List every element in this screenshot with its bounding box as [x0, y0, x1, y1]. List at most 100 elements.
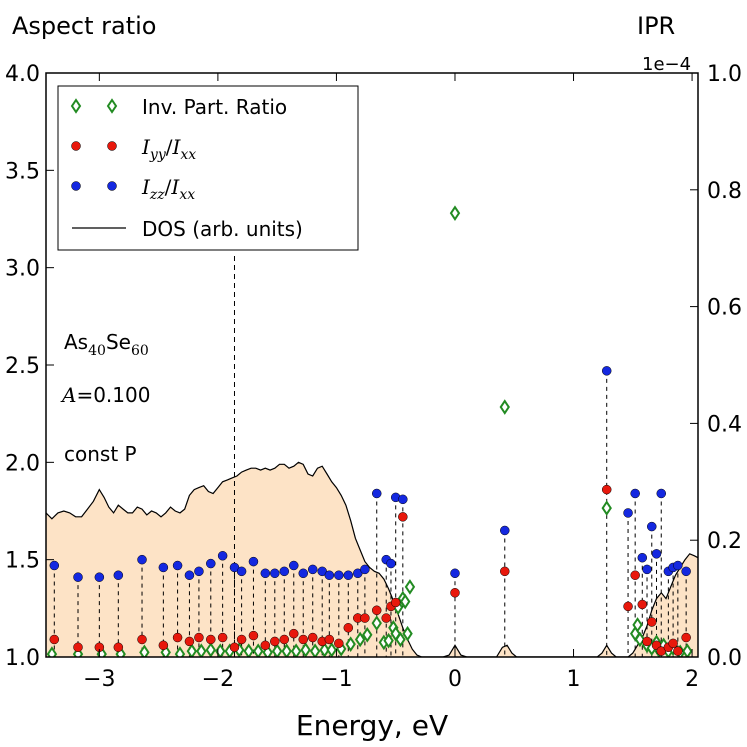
y-right-tick-label: 1.0: [707, 62, 742, 87]
legend-iyy-base: I: [141, 135, 151, 159]
izz-point: [270, 568, 280, 579]
iyy-point: [172, 632, 183, 643]
y-right-tick-label: 0.2: [707, 529, 742, 554]
ipr-point: [186, 643, 198, 657]
izz-point: [184, 570, 195, 580]
izz-point: [158, 562, 169, 573]
izz-point: [647, 521, 657, 532]
ipr-point: [281, 643, 292, 657]
x-axis-label: Energy, eV: [296, 709, 448, 742]
iyy-point: [324, 634, 335, 645]
izz-point: [637, 552, 648, 563]
composition-sub1: 40: [88, 343, 106, 359]
x-tick-label: 0: [448, 667, 462, 692]
legend-ipr-marker: [70, 98, 118, 114]
izz-point: [137, 554, 147, 565]
legend-izz-dot: [107, 181, 117, 191]
izz-point: [172, 560, 183, 571]
izz-point: [113, 570, 124, 580]
composition-label: As40Se60: [64, 330, 149, 359]
izz-point: [450, 568, 460, 579]
ipr-point: [402, 625, 413, 642]
iyy-point: [381, 613, 391, 623]
izz-point: [279, 566, 290, 577]
izz-markers-group: [49, 366, 691, 582]
izz-point: [656, 488, 667, 499]
y-left-tick-label: 3.0: [5, 257, 40, 282]
ipr-point: [46, 646, 58, 657]
right-y-axis: 0.0 0.2 0.4 0.6 0.8 1.0: [690, 62, 742, 671]
legend-ipr-diamond: [106, 98, 118, 114]
condition-label: const P: [64, 442, 137, 466]
legend: Inv. Part. Ratio Iyy/Ixx Izz/Ixx DOS (ar…: [57, 85, 359, 251]
izz-point: [94, 572, 105, 582]
iyy-point: [137, 634, 147, 645]
iyy-point: [601, 484, 612, 495]
ipr-point: [115, 646, 126, 657]
iyy-point: [668, 638, 678, 649]
legend-dos-label: DOS (arb. units): [142, 217, 303, 241]
x-tick-label: 2: [685, 667, 699, 692]
y-left-tick-label: 1.0: [5, 646, 40, 671]
iyy-point: [217, 632, 228, 643]
amplitude-value: =0.100: [76, 383, 150, 407]
legend-izz-sep: /: [165, 175, 172, 199]
izz-point: [500, 525, 510, 536]
ipr-point: [196, 643, 207, 657]
izz-point: [236, 566, 247, 577]
ipr-point: [499, 399, 510, 415]
izz-point: [371, 488, 382, 499]
izz-point: [334, 570, 344, 580]
y-left-tick-label: 4.0: [5, 62, 40, 87]
legend-iyy-dot: [107, 141, 117, 151]
iyy-point: [158, 640, 169, 651]
iyy-point: [49, 634, 60, 645]
iyy-point: [360, 613, 370, 623]
iyy-point: [279, 634, 290, 645]
ipr-point: [300, 642, 311, 657]
izz-point: [673, 560, 683, 571]
ipr-point: [319, 642, 330, 657]
iyy-point: [260, 640, 271, 651]
iyy-point: [229, 642, 240, 653]
izz-point: [642, 564, 652, 575]
y-right-tick-label: 0.0: [707, 646, 742, 671]
ipr-point: [371, 615, 382, 631]
left-y-axis: 1.0 1.5 2.0 2.5 3.0 3.5 4.0: [5, 62, 54, 671]
legend-izz-base: I: [141, 175, 151, 199]
iyy-point: [630, 570, 640, 580]
ipr-point: [395, 631, 406, 648]
legend-iyy-marker: [71, 141, 117, 151]
legend-iyy-label: Iyy/Ixx: [141, 135, 196, 163]
y-left-tick-label: 1.5: [5, 549, 40, 574]
ipr-point: [634, 631, 646, 648]
iyy-point: [623, 601, 633, 612]
izz-point: [194, 566, 204, 577]
dos-fill-area: [46, 462, 698, 657]
legend-ipr-diamond: [70, 98, 82, 114]
legend-ipr-label: Inv. Part. Ratio: [142, 95, 287, 119]
right-axis-title: IPR: [637, 12, 675, 40]
izz-point: [681, 566, 691, 577]
x-tick-label: −3: [83, 667, 115, 692]
izz-point: [398, 494, 408, 505]
izz-point: [289, 560, 299, 571]
iyy-point: [248, 630, 259, 641]
iyy-point: [113, 642, 124, 653]
izz-point: [386, 558, 396, 569]
legend-izz-base2: I: [170, 175, 180, 199]
left-axis-title: Aspect ratio: [12, 12, 157, 40]
x-tick-label: −2: [202, 667, 234, 692]
izz-point: [651, 549, 662, 559]
legend-box: [57, 85, 359, 251]
iyy-point: [371, 605, 382, 616]
izz-point: [73, 572, 83, 582]
iyy-point: [73, 642, 83, 653]
composition-el1: As: [64, 330, 88, 354]
izz-point: [324, 570, 335, 580]
iyy-point: [647, 617, 657, 627]
iyy-point: [450, 588, 460, 598]
ipr-point: [290, 643, 302, 657]
iyy-point: [307, 632, 318, 643]
ipr-point: [139, 644, 150, 657]
